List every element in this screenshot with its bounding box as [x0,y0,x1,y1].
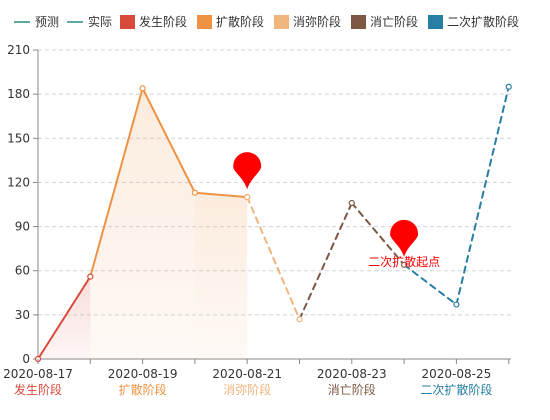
legend: 预测 实际 发生阶段 扩散阶段 消弥阶段 消亡阶段 二次扩散阶段 [14,14,519,29]
actual-line-segment [37,275,92,360]
area-segment [194,192,248,359]
y-tick-label: 150 [7,131,30,145]
predicted-line-segment [246,196,301,321]
predicted-line-segment [455,85,510,306]
map-pin-icon [390,219,419,257]
predicted-line-segment [298,202,353,321]
x-tick-label: 2020-08-23 [317,367,387,381]
area-segment [142,88,195,359]
predicted-point [296,316,303,323]
predicted-point [401,261,408,268]
predicted-line-segment [403,263,458,306]
actual-line-segment [89,87,144,278]
actual-point [191,189,198,196]
y-tick-label: 0 [22,352,30,366]
y-tick-label: 180 [7,87,30,101]
x-phase-label: 消亡阶段 [328,382,376,397]
legend-label: 消弥阶段 [293,14,341,29]
predicted-line-segment [350,202,406,266]
x-phase-label: 扩散阶段 [119,382,167,397]
legend-label: 预测 [35,15,59,29]
predicted-point [453,301,460,308]
x-tick-label: 2020-08-21 [212,367,282,381]
y-tick-label: 30 [15,308,30,322]
y-tick-label: 120 [7,175,30,189]
predicted-point [505,83,512,90]
x-phase-label: 二次扩散阶段 [420,382,492,397]
x-tick-label: 2020-08-19 [108,367,178,381]
legend-color-swatch [197,15,212,29]
x-phase-label: 消弥阶段 [223,382,271,397]
x-tick-label: 2020-08-25 [422,367,492,381]
legend-label: 消亡阶段 [370,14,418,29]
actual-line-segment [193,191,249,199]
legend-label: 发生阶段 [139,14,187,29]
y-tick-label: 210 [7,43,30,57]
x-tick-label: 2020-08-17 [3,367,73,381]
legend-color-swatch [351,15,366,29]
marker-label: 二次扩散起点 [368,254,440,269]
legend-color-swatch [274,15,289,29]
predicted-point [348,199,355,207]
legend-color-swatch [120,15,135,29]
actual-point [139,85,146,92]
y-tick-label: 90 [15,220,30,234]
x-phase-label: 发生阶段 [14,382,62,397]
map-pin-icon [233,152,262,190]
predicted-point [244,194,251,201]
actual-point [87,273,94,280]
actual-line-segment [141,87,196,194]
legend-label: 实际 [88,14,112,29]
legend-label: 扩散阶段 [216,14,264,29]
legend-label: 二次扩散阶段 [447,14,519,29]
area-segment [90,88,143,359]
legend-color-swatch [428,15,443,29]
y-tick-label: 60 [15,264,30,278]
